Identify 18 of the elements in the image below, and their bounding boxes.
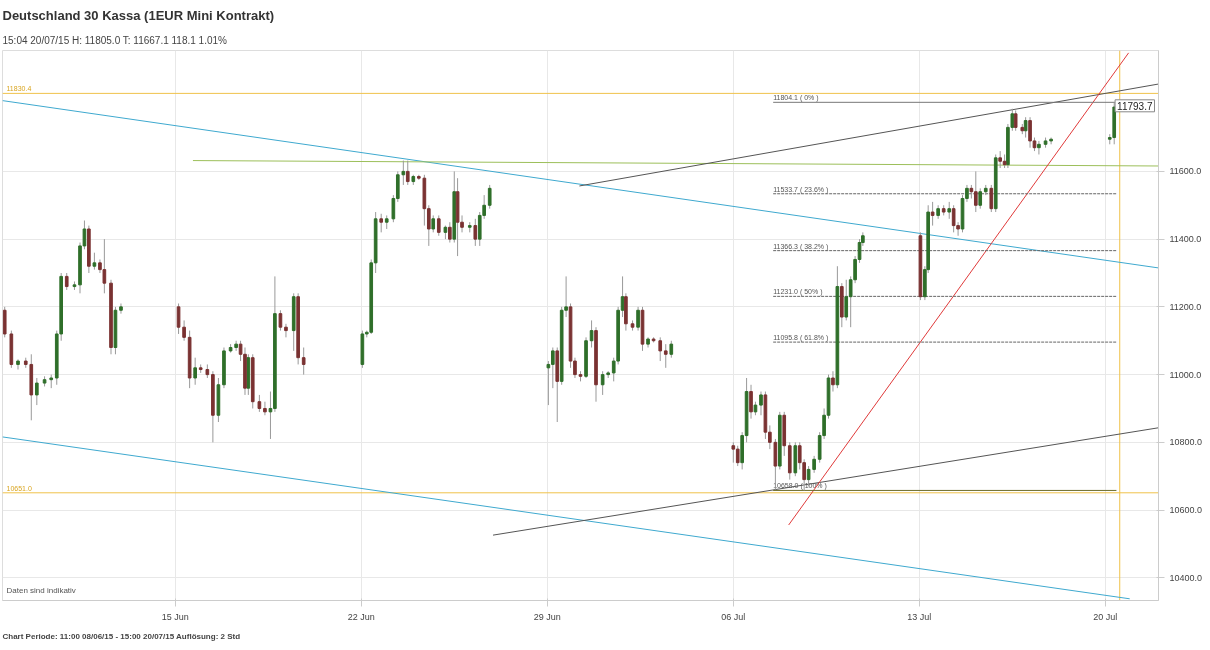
annotation: Daten sind indikativ (6, 585, 76, 595)
x-tick-label: 20 Jul (1093, 611, 1118, 622)
chart-title: Deutschland 30 Kassa (1EUR Mini Kontrakt) (2, 7, 275, 23)
y-tick-label: 10600.0 (1169, 505, 1203, 516)
chart-subtitle: 15:04 20/07/15 H: 11805.0 T: 11667.1 118.1 1.01% (2, 34, 228, 46)
y-tick-label: 11000.0 (1169, 369, 1202, 380)
y-tick-label: 10800.0 (1169, 437, 1203, 448)
annotation: 11793.7 (1117, 100, 1153, 112)
y-tick-label: 11400.0 (1169, 234, 1202, 245)
x-tick-label: 15 Jun (161, 611, 189, 622)
x-tick-label: 22 Jun (347, 611, 375, 622)
text: Chart Periode: 11:00 08/06/15 - 15:00 20/07/15 Auflösung: 2 Std (2, 631, 241, 641)
y-tick-label: 10400.0 (1169, 572, 1203, 583)
y-tick-label: 11600.0 (1169, 166, 1202, 177)
x-tick-label: 06 Jul (721, 611, 746, 622)
y-tick-label: 11200.0 (1169, 301, 1202, 312)
x-tick-label: 29 Jun (533, 611, 561, 622)
x-tick-label: 13 Jul (907, 611, 932, 622)
